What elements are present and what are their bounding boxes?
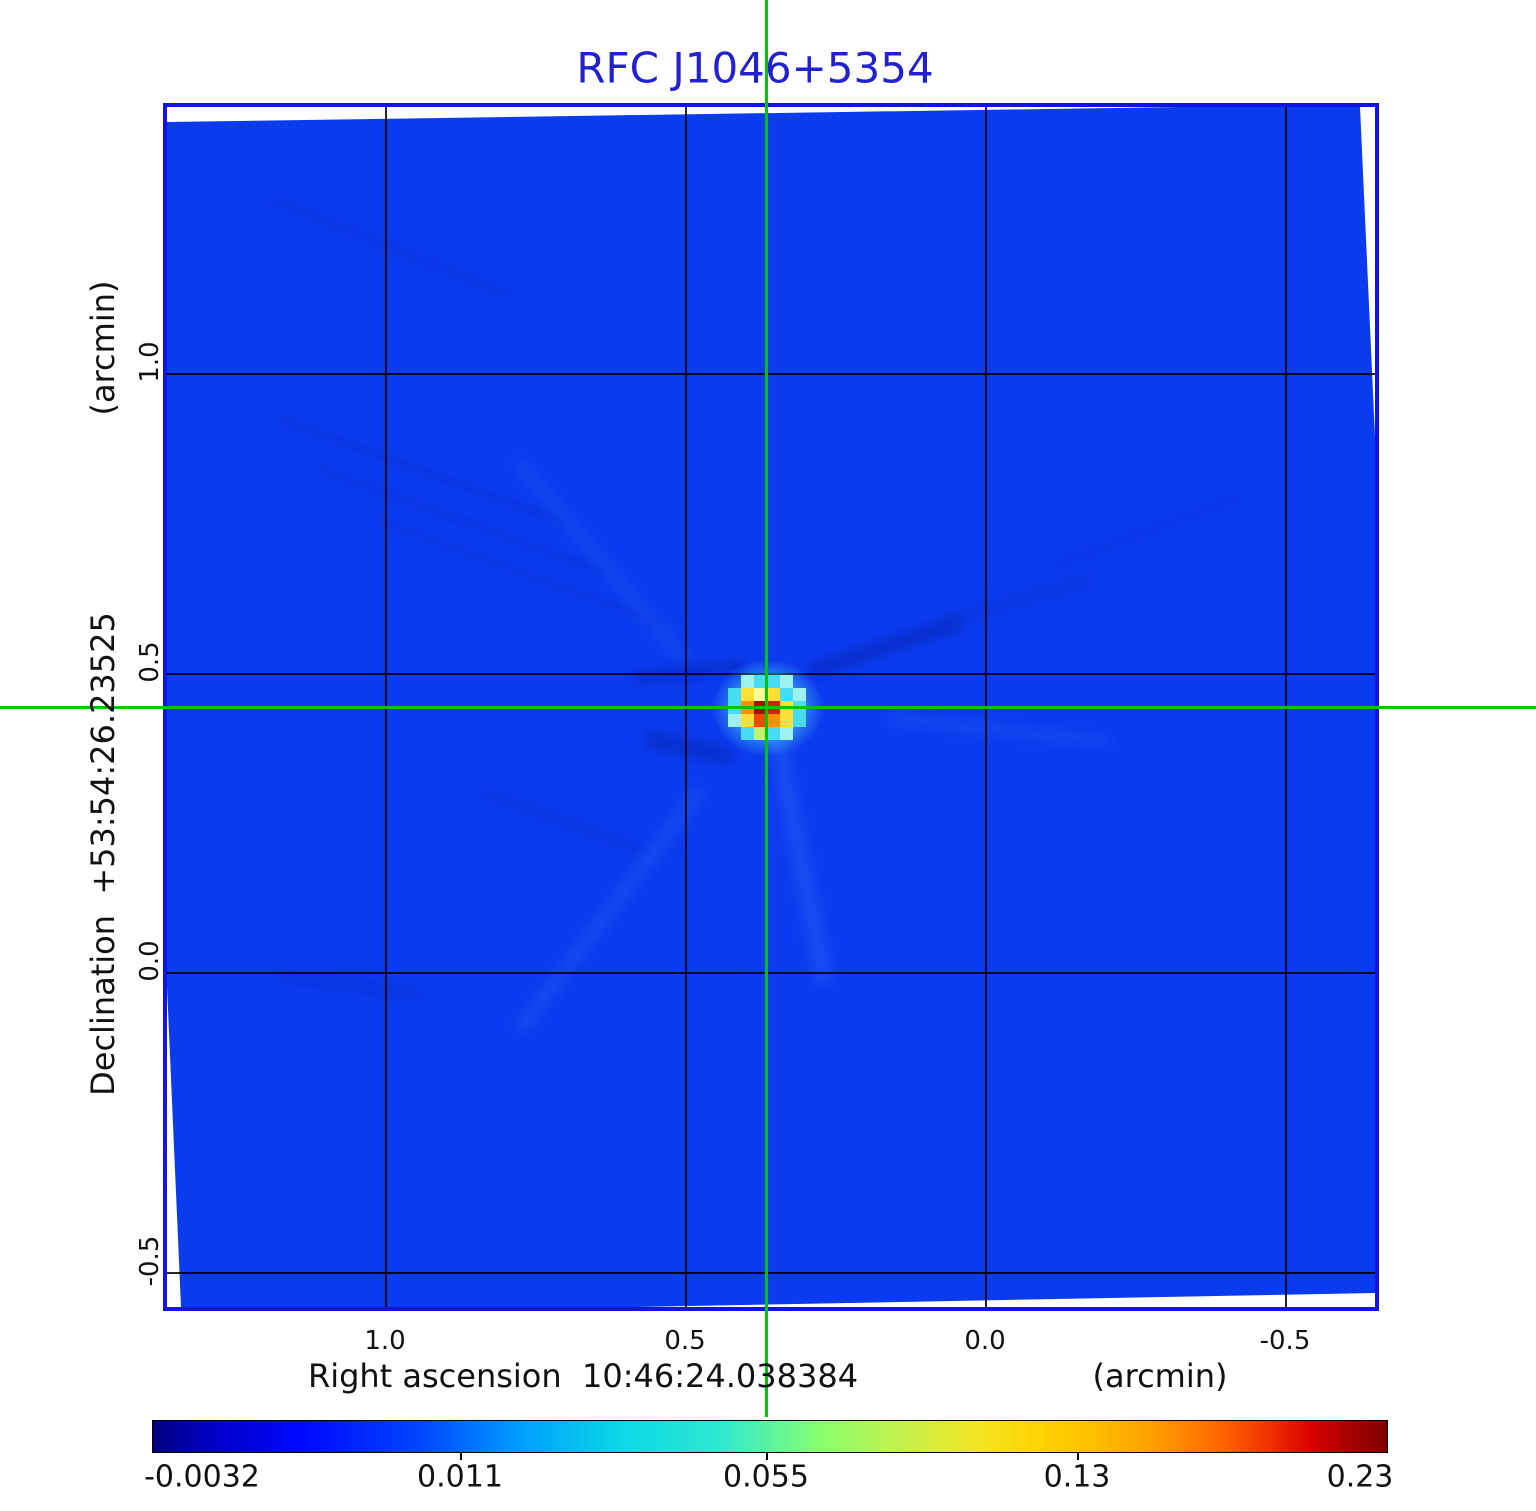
colorbar-tick (460, 1452, 462, 1460)
colorbar-tick (1077, 1452, 1079, 1460)
gridline-horizontal (167, 972, 1375, 974)
y-tick-label: -0.5 (135, 1235, 165, 1287)
x-tick-label: -0.5 (1259, 1326, 1311, 1356)
x-tick-label: 1.0 (364, 1326, 406, 1356)
gridline-horizontal (167, 1272, 1375, 1274)
x-axis-unit-label: (arcmin) (1092, 1357, 1228, 1395)
source-blob (728, 675, 741, 688)
gridline-horizontal (167, 373, 1375, 375)
crosshair-horizontal (0, 706, 1536, 709)
colorbar-tick (766, 1452, 768, 1460)
y-axis-label: Declination +53:54:26.23525 (84, 612, 122, 1096)
colorbar-label: 0.011 (417, 1459, 503, 1495)
y-axis-unit-label: (arcmin) (84, 280, 122, 416)
x-tick-label: 0.5 (664, 1326, 706, 1356)
y-tick-label: 1.0 (135, 341, 165, 383)
y-tick-label: 0.0 (135, 940, 165, 982)
colorbar-label: 0.13 (1043, 1459, 1111, 1495)
colorbar (152, 1420, 1388, 1460)
colorbar-label: -0.0032 (144, 1459, 260, 1495)
colorbar-label: 0.23 (1326, 1459, 1394, 1495)
colorbar-label: 0.055 (723, 1459, 809, 1495)
y-tick-label: 0.5 (135, 641, 165, 683)
x-axis-label: Right ascension 10:46:24.038384 (307, 1357, 859, 1395)
x-tick-label: 0.0 (964, 1326, 1006, 1356)
figure-title: RFC J1046+5354 (576, 43, 934, 93)
